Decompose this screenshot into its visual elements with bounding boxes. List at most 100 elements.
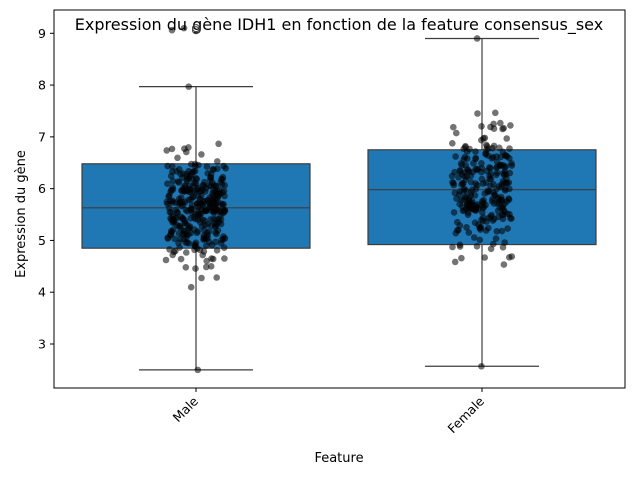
chart-title: Expression du gène IDH1 en fonction de l… xyxy=(75,15,603,35)
sample-point xyxy=(482,179,490,186)
sample-point xyxy=(168,145,176,153)
sample-point xyxy=(164,235,172,242)
sample-point xyxy=(505,196,513,203)
sample-point xyxy=(192,265,199,272)
sample-point xyxy=(492,235,500,242)
sample-point xyxy=(204,234,211,242)
plot-area xyxy=(53,9,626,389)
sample-point xyxy=(212,238,219,246)
sample-point xyxy=(198,151,205,158)
sample-point xyxy=(194,366,202,374)
sample-point xyxy=(466,145,473,153)
sample-point xyxy=(181,187,188,195)
sample-point xyxy=(478,362,485,370)
sample-point xyxy=(503,179,510,187)
sample-point xyxy=(185,144,192,151)
sample-point xyxy=(182,206,190,214)
sample-point xyxy=(212,204,220,212)
sample-point xyxy=(183,173,191,180)
sample-point xyxy=(219,176,226,183)
sample-point xyxy=(450,209,458,216)
sample-point xyxy=(466,195,473,202)
sample-point xyxy=(472,155,479,163)
sample-point xyxy=(470,234,478,241)
sample-point xyxy=(174,154,181,162)
sample-point xyxy=(168,26,176,34)
sample-point xyxy=(207,263,215,270)
sample-point xyxy=(498,227,506,235)
sample-point xyxy=(219,209,227,217)
sample-point xyxy=(507,214,514,222)
sample-point xyxy=(183,249,190,256)
sample-point xyxy=(492,109,499,117)
y-tick-label: 5 xyxy=(38,233,46,248)
sample-point xyxy=(163,198,170,206)
sample-point xyxy=(450,181,458,189)
sample-point xyxy=(191,246,198,254)
box-group xyxy=(81,24,597,371)
sample-point xyxy=(202,242,210,249)
sample-point xyxy=(195,193,202,200)
sample-point xyxy=(214,158,221,165)
sample-point xyxy=(448,172,456,180)
sample-point xyxy=(166,192,173,199)
sample-point xyxy=(170,248,178,256)
y-tick-label: 3 xyxy=(38,336,46,351)
outlier-point xyxy=(192,24,200,33)
sample-point xyxy=(487,245,495,253)
sample-point xyxy=(455,226,462,234)
sample-point xyxy=(197,188,205,195)
sample-point xyxy=(189,168,196,176)
sample-point xyxy=(490,125,498,132)
sample-point xyxy=(213,247,221,254)
sample-point xyxy=(497,193,505,201)
sample-point xyxy=(169,177,177,185)
sample-point xyxy=(177,255,185,263)
sample-point xyxy=(189,210,196,217)
sample-point xyxy=(508,162,516,169)
sample-point xyxy=(175,200,183,208)
sample-point xyxy=(502,171,510,178)
sample-point xyxy=(508,253,516,260)
sample-point xyxy=(169,186,177,193)
y-tick-label: 6 xyxy=(38,181,46,196)
sample-point xyxy=(181,219,189,227)
y-axis: 3 4 5 6 7 8 9 xyxy=(38,26,54,351)
sample-point xyxy=(500,124,508,132)
sample-point xyxy=(481,254,489,261)
sample-point xyxy=(175,195,183,203)
sample-point xyxy=(214,165,221,172)
outlier-point xyxy=(192,26,200,35)
sample-point xyxy=(213,274,220,281)
sample-point xyxy=(507,122,514,129)
sample-point xyxy=(502,152,510,159)
sample-point xyxy=(489,144,496,152)
sample-point xyxy=(493,185,500,193)
sample-point xyxy=(212,182,220,190)
sample-point xyxy=(473,243,481,250)
sample-point xyxy=(175,230,183,237)
sample-point xyxy=(474,110,481,117)
sample-point xyxy=(198,274,205,282)
sample-point xyxy=(219,202,226,209)
sample-point xyxy=(462,162,470,169)
sample-point xyxy=(493,171,500,179)
sample-point xyxy=(208,222,215,229)
sample-point xyxy=(480,214,487,221)
sample-point xyxy=(451,258,459,266)
sample-point xyxy=(171,235,178,243)
sample-point xyxy=(202,184,210,192)
sample-point xyxy=(452,153,459,160)
sample-point xyxy=(203,163,211,170)
sample-point xyxy=(164,180,171,187)
x-axis-label: Feature xyxy=(314,451,363,466)
sample-point xyxy=(499,244,507,251)
sample-point xyxy=(478,123,485,130)
sample-point xyxy=(163,147,170,154)
sample-point xyxy=(449,243,456,251)
sample-point xyxy=(201,178,208,186)
sample-point xyxy=(496,204,504,211)
sample-point xyxy=(207,170,215,178)
sample-point xyxy=(464,203,472,210)
